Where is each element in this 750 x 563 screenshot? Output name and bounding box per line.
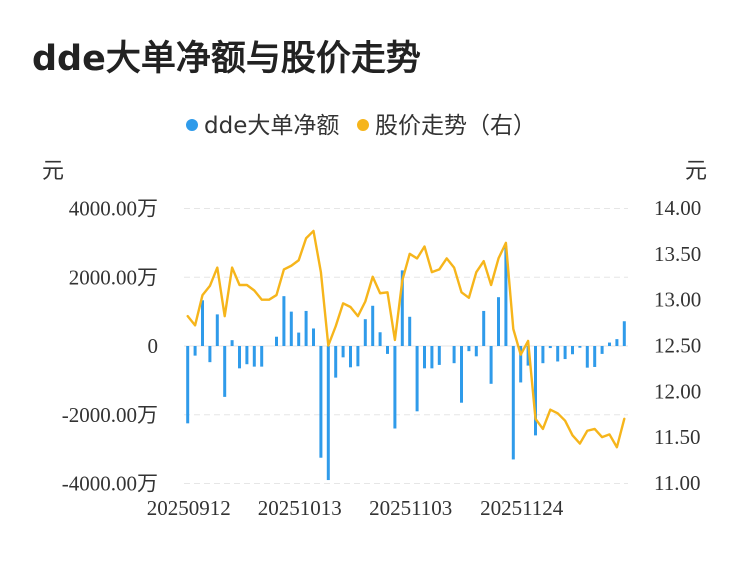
dde-bar <box>467 346 471 352</box>
dde-bar <box>252 346 256 367</box>
x-tick-label: 20251013 <box>258 496 342 520</box>
dde-bar <box>215 314 219 347</box>
dde-bar <box>238 346 241 369</box>
dde-bar <box>208 346 212 363</box>
dde-bar <box>260 346 264 367</box>
right-tick-label: 14.00 <box>654 196 701 220</box>
grid-lines <box>184 208 628 484</box>
dde-bar <box>622 321 626 346</box>
dde-bar <box>349 346 352 368</box>
dde-bar <box>571 346 574 355</box>
dde-bars <box>186 246 626 481</box>
dde-bar <box>319 346 323 458</box>
right-tick-label: 11.00 <box>654 471 700 495</box>
left-tick-label: -2000.00万 <box>62 403 158 427</box>
dde-bar <box>312 328 315 346</box>
dde-bar <box>363 319 367 346</box>
left-tick-label: 4000.00万 <box>69 197 158 221</box>
dde-bar <box>275 336 278 346</box>
dde-bar <box>600 346 604 354</box>
dde-bar <box>474 346 478 357</box>
dde-bar <box>386 346 389 354</box>
dde-bar <box>511 346 515 460</box>
legend-label-dde: dde大单净额 <box>204 113 339 139</box>
legend: dde大单净额 股价走势（右） <box>186 113 536 139</box>
left-axis-unit: 元 <box>42 159 64 184</box>
dde-bar <box>526 346 530 366</box>
x-tick-label: 20250912 <box>147 496 231 520</box>
right-tick-label: 13.50 <box>654 242 701 266</box>
dde-bar <box>437 346 441 365</box>
dde-bar <box>297 332 301 346</box>
right-tick-label: 13.00 <box>654 288 701 312</box>
dde-bar <box>201 300 204 346</box>
dde-bar <box>408 316 412 346</box>
dde-bar <box>563 346 567 360</box>
right-tick-label: 11.50 <box>654 425 700 449</box>
dde-bar <box>282 296 286 346</box>
left-tick-label: 2000.00万 <box>69 265 158 289</box>
dde-bar <box>193 346 197 356</box>
dde-bar <box>223 346 227 397</box>
dde-bar <box>504 246 508 346</box>
left-tick-label: 0 <box>148 334 159 358</box>
dde-bar <box>378 332 382 346</box>
dde-bar <box>608 342 611 346</box>
dde-bar <box>289 311 293 347</box>
dde-bar <box>430 346 434 369</box>
dde-bar <box>186 346 190 424</box>
legend-label-price: 股价走势（右） <box>375 113 536 139</box>
price-line <box>186 229 626 449</box>
right-axis-ticks: 14.00 13.50 13.00 12.50 12.00 11.50 11.00 <box>654 196 701 495</box>
dde-bar <box>400 270 404 347</box>
dde-bar <box>519 346 523 383</box>
dde-bar <box>230 340 234 346</box>
dde-bar <box>245 346 249 365</box>
dde-bar <box>585 346 589 368</box>
x-tick-label: 20251103 <box>369 496 452 520</box>
dde-bar <box>556 346 560 362</box>
dde-bar <box>326 346 330 481</box>
dde-bar <box>415 346 419 412</box>
dde-bar <box>593 346 597 367</box>
left-axis-ticks: 4000.00万 2000.00万 0 -2000.00万 -4000.00万 <box>62 197 158 496</box>
dde-bar <box>304 310 308 346</box>
right-tick-label: 12.00 <box>654 379 701 403</box>
dde-bar <box>460 346 463 403</box>
dde-bar <box>548 346 552 349</box>
dde-bar <box>489 346 493 384</box>
legend-marker-price <box>357 119 369 131</box>
left-tick-label: -4000.00万 <box>62 472 158 496</box>
dde-bar <box>482 310 486 346</box>
dde-bar <box>615 339 619 347</box>
dde-bar <box>534 346 537 436</box>
right-axis-unit: 元 <box>685 159 707 184</box>
dde-bar <box>393 346 397 429</box>
x-axis-ticks: 20250912 20251013 20251103 20251124 <box>147 496 564 520</box>
x-tick-label: 20251124 <box>480 496 564 520</box>
dde-bar <box>371 305 375 346</box>
dde-bar <box>497 297 500 346</box>
chart-title: dde大单净额与股价走势 <box>32 39 421 79</box>
dde-bar <box>423 346 426 369</box>
dde-bar <box>341 346 345 358</box>
legend-marker-dde <box>186 119 198 131</box>
price-line-path <box>186 229 626 449</box>
right-tick-label: 12.50 <box>654 334 701 358</box>
dde-bar <box>578 346 582 348</box>
dde-bar <box>452 346 456 364</box>
dde-bar <box>356 346 360 367</box>
dde-bar <box>334 346 338 378</box>
dde-bar <box>541 346 545 364</box>
